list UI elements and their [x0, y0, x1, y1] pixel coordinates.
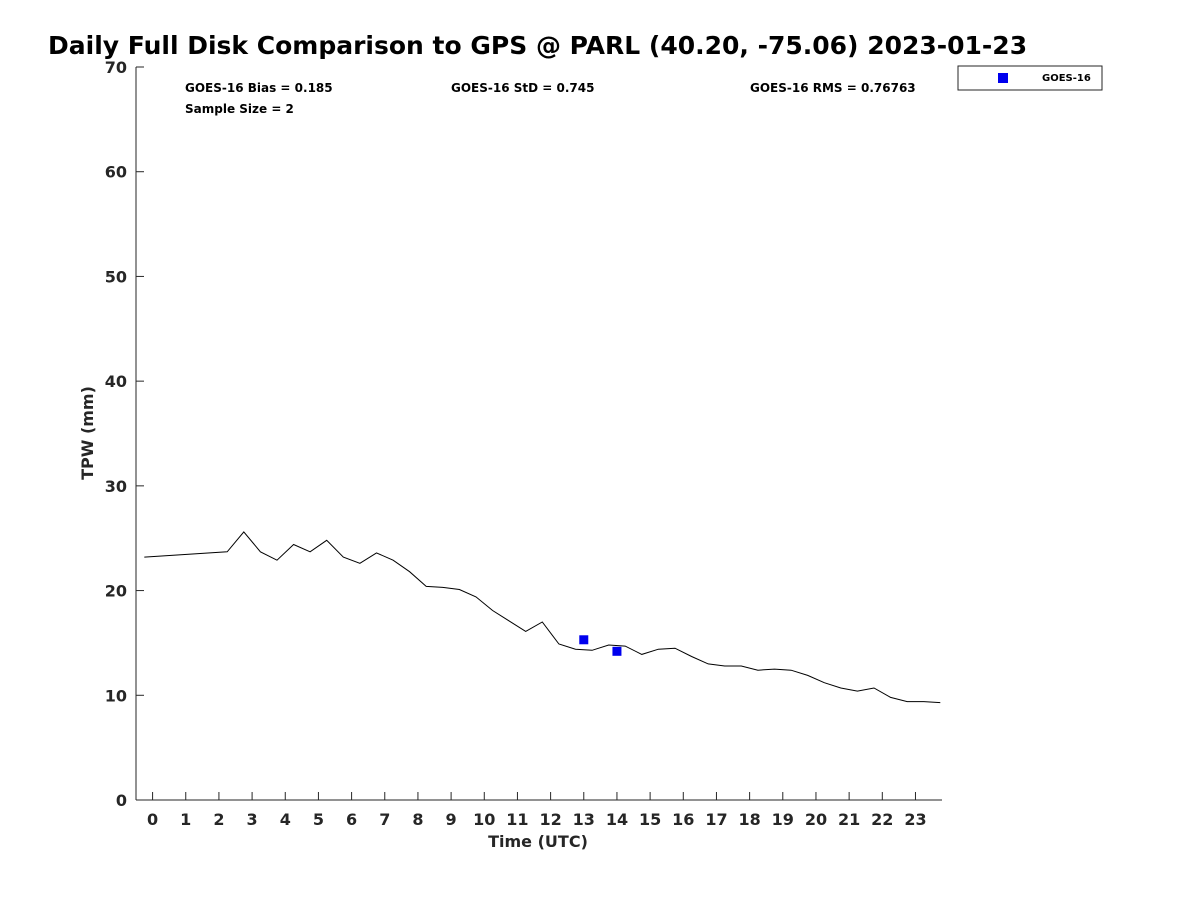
- legend-label: GOES-16: [1042, 73, 1091, 84]
- y-tick-label: 20: [105, 582, 127, 601]
- x-tick-label: 11: [506, 810, 528, 829]
- stat-std: GOES-16 StD = 0.745: [451, 81, 594, 95]
- x-tick-label: 2: [213, 810, 224, 829]
- x-tick-label: 22: [871, 810, 893, 829]
- x-tick-label: 3: [247, 810, 258, 829]
- x-tick-label: 8: [412, 810, 423, 829]
- legend-marker: [998, 73, 1008, 83]
- y-tick-label: 50: [105, 267, 127, 286]
- x-tick-label: 17: [705, 810, 727, 829]
- y-ticks: 0 10 20 30 40 50 60 70: [105, 58, 144, 810]
- x-tick-label: 14: [606, 810, 628, 829]
- y-tick-label: 0: [116, 791, 127, 810]
- y-tick-label: 30: [105, 477, 127, 496]
- x-tick-label: 10: [473, 810, 495, 829]
- x-tick-label: 21: [838, 810, 860, 829]
- plot-area: [136, 67, 942, 800]
- legend-box: [957, 65, 1103, 91]
- x-tick-label: 16: [672, 810, 694, 829]
- x-tick-label: 23: [904, 810, 926, 829]
- y-tick-label: 70: [105, 58, 127, 77]
- series-layer: [144, 531, 941, 704]
- chart-title: Daily Full Disk Comparison to GPS @ PARL…: [48, 31, 1027, 60]
- x-tick-label: 7: [379, 810, 390, 829]
- x-tick-label: 15: [639, 810, 661, 829]
- x-tick-label: 1: [180, 810, 191, 829]
- x-tick-label: 19: [772, 810, 794, 829]
- x-tick-label: 6: [346, 810, 357, 829]
- y-tick-label: 60: [105, 163, 127, 182]
- legend: GOES-16: [957, 65, 1103, 91]
- stat-rms: GOES-16 RMS = 0.76763: [750, 81, 916, 95]
- x-tick-label: 4: [280, 810, 291, 829]
- series-line-gps: [144, 531, 941, 704]
- y-axis-label: TPW (mm): [78, 386, 97, 480]
- x-tick-label: 5: [313, 810, 324, 829]
- y-tick-label: 40: [105, 372, 127, 391]
- scatter-point-goes16: [579, 635, 589, 645]
- x-tick-label: 12: [539, 810, 561, 829]
- x-tick-label: 0: [147, 810, 158, 829]
- x-tick-label: 13: [573, 810, 595, 829]
- x-tick-label: 9: [446, 810, 457, 829]
- x-axis-label: Time (UTC): [488, 832, 588, 851]
- stat-bias: GOES-16 Bias = 0.185: [185, 81, 333, 95]
- x-tick-label: 20: [805, 810, 827, 829]
- x-ticks: 0 1 2 3 4 5 6 7 8 9 10 11 12 13 14 15 16 17 18 19 20 21 22 23: [147, 792, 927, 829]
- x-tick-label: 18: [738, 810, 760, 829]
- y-tick-label: 10: [105, 686, 127, 705]
- scatter-point-goes16: [612, 646, 622, 656]
- stat-sample-size: Sample Size = 2: [185, 102, 294, 116]
